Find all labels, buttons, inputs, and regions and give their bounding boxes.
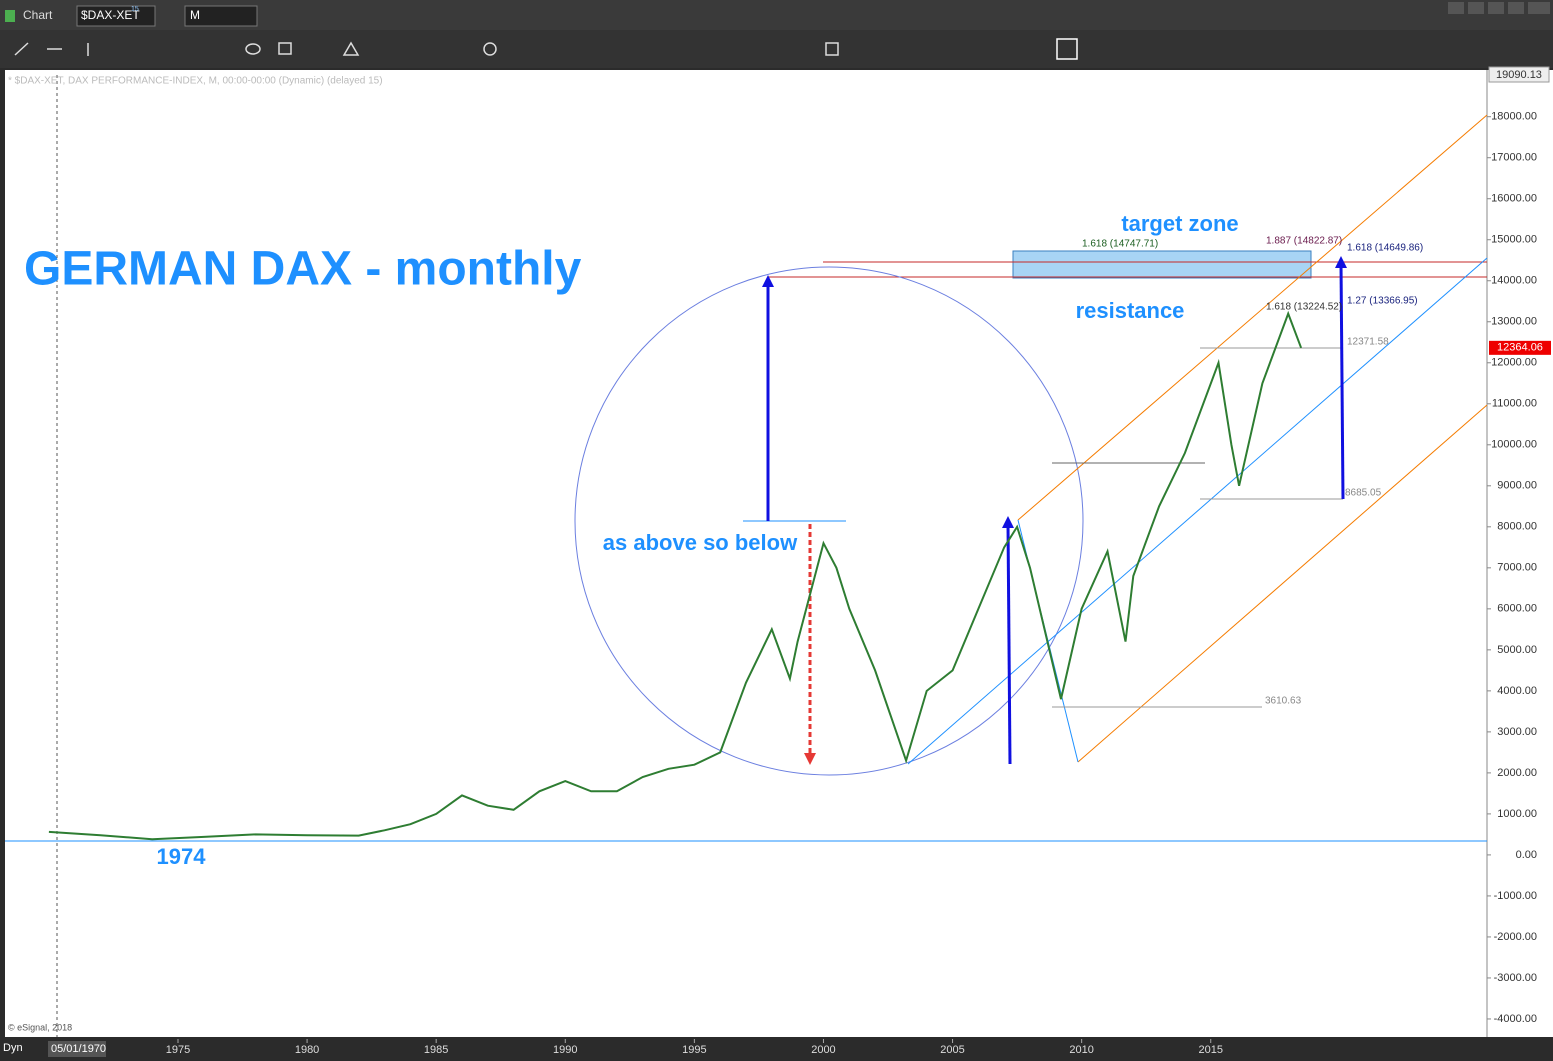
y-tick-label: 17000.00	[1491, 152, 1537, 164]
y-tick-label: 2000.00	[1497, 767, 1537, 779]
x-tick-label: 2000	[811, 1044, 835, 1056]
window-title: Chart	[23, 8, 53, 22]
y-tick-label: 3000.00	[1497, 726, 1537, 738]
arrow-head	[1002, 516, 1014, 528]
restore-button[interactable]	[1488, 2, 1504, 14]
arrow	[1339, 263, 1345, 500]
x-tick-label: 2005	[940, 1044, 964, 1056]
app-icon	[5, 10, 15, 22]
y-tick-label: -3000.00	[1494, 972, 1537, 984]
interval[interactable]: M	[190, 8, 200, 22]
arrow	[1006, 523, 1012, 765]
tool-rect[interactable]	[278, 42, 292, 55]
annotation: 1.618 (13224.52)	[1266, 302, 1342, 313]
y-tick-label: -1000.00	[1494, 890, 1537, 902]
toolbar	[0, 30, 1553, 68]
tool-grid[interactable]	[825, 42, 839, 56]
y-tick-label: -4000.00	[1494, 1013, 1537, 1025]
annotation: 1.618 (14747.71)	[1082, 239, 1158, 250]
x-tick-label: 2015	[1198, 1044, 1222, 1056]
price-axis	[1487, 70, 1553, 1037]
y-tick-label: 8000.00	[1497, 521, 1537, 533]
x-tick-label: 1990	[553, 1044, 577, 1056]
x-tick-label: 1975	[166, 1044, 190, 1056]
trend-line	[907, 257, 1488, 765]
target-zone-box	[1012, 250, 1312, 279]
last-price: 12364.06	[1497, 342, 1543, 354]
y-tick-label: 1000.00	[1497, 808, 1537, 820]
annotation: 1.618 (14649.86)	[1347, 243, 1423, 254]
circle	[574, 266, 1084, 776]
y-tick-label: 14000.00	[1491, 275, 1537, 287]
y-tick-label: 16000.00	[1491, 193, 1537, 205]
annotation: 1974	[157, 844, 207, 869]
channel-line	[1017, 114, 1488, 521]
drawing-tools	[14, 38, 1078, 60]
tool-circle[interactable]	[483, 42, 497, 56]
y-tick-label: 15000.00	[1491, 234, 1537, 246]
symbol-badge: 15	[131, 6, 139, 13]
annotation: 1.27 (13366.95)	[1347, 296, 1418, 307]
y-tick-label: 4000.00	[1497, 685, 1537, 697]
help-button[interactable]	[1448, 2, 1464, 14]
arrow-head	[804, 753, 816, 765]
close-button[interactable]	[1528, 2, 1550, 14]
y-tick-label: 9000.00	[1497, 480, 1537, 492]
annotation: target zone	[1121, 211, 1238, 236]
annotation: resistance	[1076, 298, 1185, 323]
price-line	[48, 310, 1303, 841]
tool-line[interactable]	[14, 42, 29, 56]
y-tick-label: 5000.00	[1497, 644, 1537, 656]
channel-line	[1077, 404, 1488, 763]
min-button[interactable]	[1468, 2, 1484, 14]
x-tick-label: 1995	[682, 1044, 706, 1056]
chart-info: * $DAX-XET, DAX PERFORMANCE-INDEX, M, 00…	[8, 76, 383, 87]
arrow-head	[1335, 256, 1347, 268]
x-tick-label: 2010	[1069, 1044, 1093, 1056]
y-tick-label: 0.00	[1516, 849, 1537, 861]
top-value-box	[1488, 66, 1550, 83]
plot-area	[5, 70, 1487, 1037]
annotation: 12371.58	[1347, 337, 1389, 348]
start-date-box	[48, 1041, 106, 1057]
time-axis	[0, 1039, 1553, 1061]
arrow-head	[762, 275, 774, 287]
y-tick-label: 7000.00	[1497, 562, 1537, 574]
x-tick-label: 1980	[295, 1044, 319, 1056]
tool-magnet[interactable]	[1056, 38, 1078, 60]
title-bar	[0, 0, 1553, 30]
y-tick-label: 18000.00	[1491, 111, 1537, 123]
y-tick-label: 10000.00	[1491, 439, 1537, 451]
annotation: 1.887 (14822.87)	[1266, 236, 1342, 247]
last-price-box	[1489, 340, 1551, 355]
x-tick-label: 1985	[424, 1044, 448, 1056]
y-tick-label: -2000.00	[1494, 931, 1537, 943]
y-tick-label: 13000.00	[1491, 316, 1537, 328]
tool-triangle[interactable]	[342, 41, 360, 56]
symbol-box[interactable]	[76, 5, 156, 27]
annotation: as above so below	[603, 530, 798, 555]
max-button[interactable]	[1508, 2, 1524, 14]
credit: © eSignal, 2018	[8, 1022, 72, 1032]
annotation: 8685.05	[1345, 488, 1382, 499]
symbol[interactable]: $DAX-XET	[81, 8, 140, 22]
interval-box[interactable]	[184, 5, 258, 27]
tool-ellipse[interactable]	[245, 43, 261, 55]
y-tick-label: 6000.00	[1497, 603, 1537, 615]
start-date: 05/01/1970	[51, 1043, 106, 1055]
annotation: 3610.63	[1265, 696, 1302, 707]
window-buttons	[1448, 2, 1550, 14]
dyn-label[interactable]: Dyn	[3, 1042, 23, 1054]
drawings	[5, 114, 1488, 842]
chart-title: GERMAN DAX - monthly	[24, 243, 582, 296]
y-tick-label: 11000.00	[1492, 398, 1537, 410]
top-value: 19090.13	[1496, 69, 1542, 81]
y-tick-label: 12000.00	[1491, 357, 1537, 369]
